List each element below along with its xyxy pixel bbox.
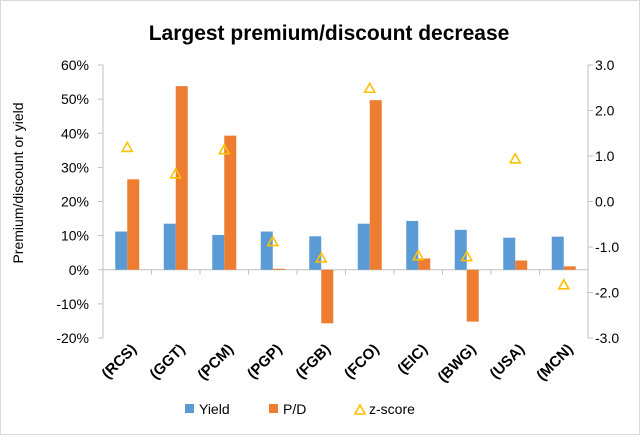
right-axis-tick-label: 3.0	[595, 57, 615, 73]
bar-yield	[212, 234, 225, 270]
y-axis-label: Premium/discount or yield	[10, 102, 26, 263]
bar-yield	[357, 223, 370, 270]
plot-area: -20% -10% 0% 10% 20% 30% 40% 50% 60% -3.0 -2.0 -1.0…	[56, 57, 619, 386]
left-axis-tick-label: -20%	[56, 330, 89, 346]
bar-p-d	[224, 135, 237, 270]
marker-z-score	[557, 278, 571, 290]
bar-p-d	[321, 269, 334, 324]
marker-z-score	[460, 249, 474, 262]
bar-p-d	[418, 258, 431, 270]
chart-title: Largest premium/discount decrease	[149, 22, 510, 45]
right-axis-tick-label: 2.0	[595, 103, 615, 119]
right-axis-tick-label: 0.0	[595, 194, 615, 210]
legend-label: P/D	[283, 401, 306, 417]
bar-p-d	[563, 266, 576, 270]
marker-z-score	[169, 167, 183, 179]
left-axis-tick-label: 50%	[61, 91, 89, 107]
left-axis-tick-label: 30%	[61, 159, 89, 175]
left-axis-tick-label: -10%	[56, 296, 89, 312]
left-axis-tick-label: 20%	[61, 194, 89, 210]
marker-z-score	[508, 152, 522, 164]
marker-z-score	[411, 249, 425, 261]
bar-yield	[309, 236, 322, 270]
legend: Yield P/D z-score	[185, 401, 415, 417]
bar-yield	[260, 231, 273, 270]
left-axis-tick-label: 10%	[61, 228, 89, 244]
right-axis-tick-label: -2.0	[595, 285, 619, 301]
bar-p-d	[272, 268, 285, 270]
bar-yield	[551, 236, 564, 270]
left-axis-tick-label: 40%	[61, 125, 89, 141]
right-axis-tick-label: 1.0	[595, 148, 615, 164]
legend-swatch-yield	[185, 404, 194, 413]
marker-z-score	[314, 251, 328, 263]
bar-yield	[406, 220, 419, 270]
bar-p-d	[369, 100, 382, 270]
bar-p-d	[127, 179, 140, 270]
legend-swatch-p-d	[269, 404, 278, 413]
bar-yield	[115, 231, 128, 270]
legend-label: z-score	[369, 401, 415, 417]
bar-yield	[454, 229, 467, 270]
bar-p-d	[466, 269, 479, 322]
left-axis-tick-label: 0%	[69, 262, 89, 278]
legend-label: Yield	[199, 401, 230, 417]
marker-z-score	[217, 143, 231, 155]
bar-p-d	[515, 260, 528, 270]
right-axis-tick-label: -1.0	[595, 239, 619, 255]
marker-z-score	[120, 140, 134, 153]
bar-yield	[503, 237, 516, 270]
marker-z-score	[266, 234, 280, 247]
legend-swatch-z-score	[353, 403, 367, 415]
left-axis-tick-label: 60%	[61, 57, 89, 73]
bar-yield	[163, 223, 176, 270]
right-axis-tick-label: -3.0	[595, 330, 619, 346]
marker-z-score	[363, 81, 377, 94]
